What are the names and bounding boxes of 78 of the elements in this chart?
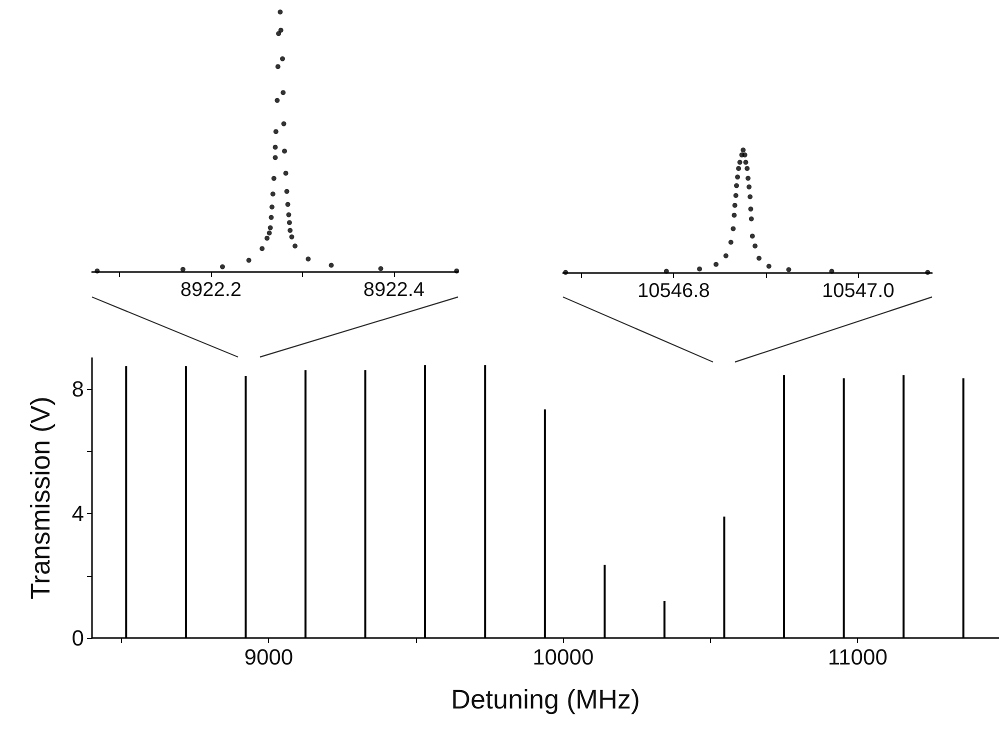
point [734, 183, 740, 188]
point [454, 268, 460, 274]
x-tick-label: 11000 [828, 644, 888, 670]
point [766, 264, 772, 269]
point [756, 256, 762, 261]
point [264, 236, 270, 241]
point [286, 220, 292, 226]
point [269, 204, 274, 210]
point [220, 264, 225, 270]
point [723, 253, 728, 258]
point [748, 194, 753, 200]
x-tick-label: 8922.2 [180, 279, 242, 301]
point [740, 148, 746, 152]
point [786, 267, 792, 272]
point [664, 268, 669, 274]
point [180, 266, 186, 272]
point [563, 270, 568, 275]
point [268, 225, 273, 230]
point [270, 192, 276, 196]
point [288, 228, 293, 233]
point [266, 230, 272, 236]
point [272, 144, 278, 150]
point [246, 258, 252, 263]
point [275, 64, 280, 70]
point [752, 243, 758, 248]
point [750, 234, 755, 239]
point [746, 176, 751, 181]
point [746, 184, 752, 190]
point [736, 166, 742, 171]
point [282, 148, 288, 154]
point [732, 202, 738, 208]
point [280, 90, 286, 96]
x-tick-label: 8922.4 [363, 279, 425, 301]
point [737, 160, 742, 165]
point [280, 56, 286, 62]
point [278, 10, 283, 14]
point [732, 212, 737, 218]
point [272, 155, 278, 160]
x-tick-label: 9000 [244, 644, 294, 670]
point [281, 121, 286, 126]
point [286, 212, 292, 218]
x-tick-label: 10547.0 [822, 280, 894, 302]
point [283, 170, 288, 176]
point [94, 268, 100, 274]
point [271, 176, 276, 181]
point [925, 270, 930, 275]
point [748, 216, 754, 222]
point [260, 246, 265, 252]
point [697, 266, 702, 272]
point [728, 240, 734, 245]
point [748, 206, 754, 212]
point [742, 152, 748, 158]
point [328, 262, 334, 268]
y-tick-label: 0 [72, 626, 84, 650]
x-tick-label: 10000 [532, 644, 594, 670]
point [730, 226, 736, 232]
point [714, 262, 719, 267]
point [829, 268, 834, 274]
point [274, 98, 280, 103]
point [743, 160, 748, 165]
x-tick-label: 10546.8 [638, 280, 710, 302]
point [289, 234, 294, 240]
y-tick-label: 4 [72, 501, 84, 526]
point [273, 129, 278, 134]
point [284, 188, 290, 194]
point [735, 174, 740, 180]
y-tick-label: 8 [72, 376, 84, 402]
point [744, 166, 750, 171]
point [292, 244, 298, 248]
point [276, 31, 282, 36]
point [733, 193, 738, 198]
y-axis-title: Transmission (V) [26, 396, 56, 600]
point [378, 266, 384, 272]
point [285, 202, 290, 207]
point [278, 28, 284, 33]
x-axis-title: Detuning (MHz) [450, 684, 640, 714]
point [268, 214, 274, 220]
point [306, 256, 311, 262]
